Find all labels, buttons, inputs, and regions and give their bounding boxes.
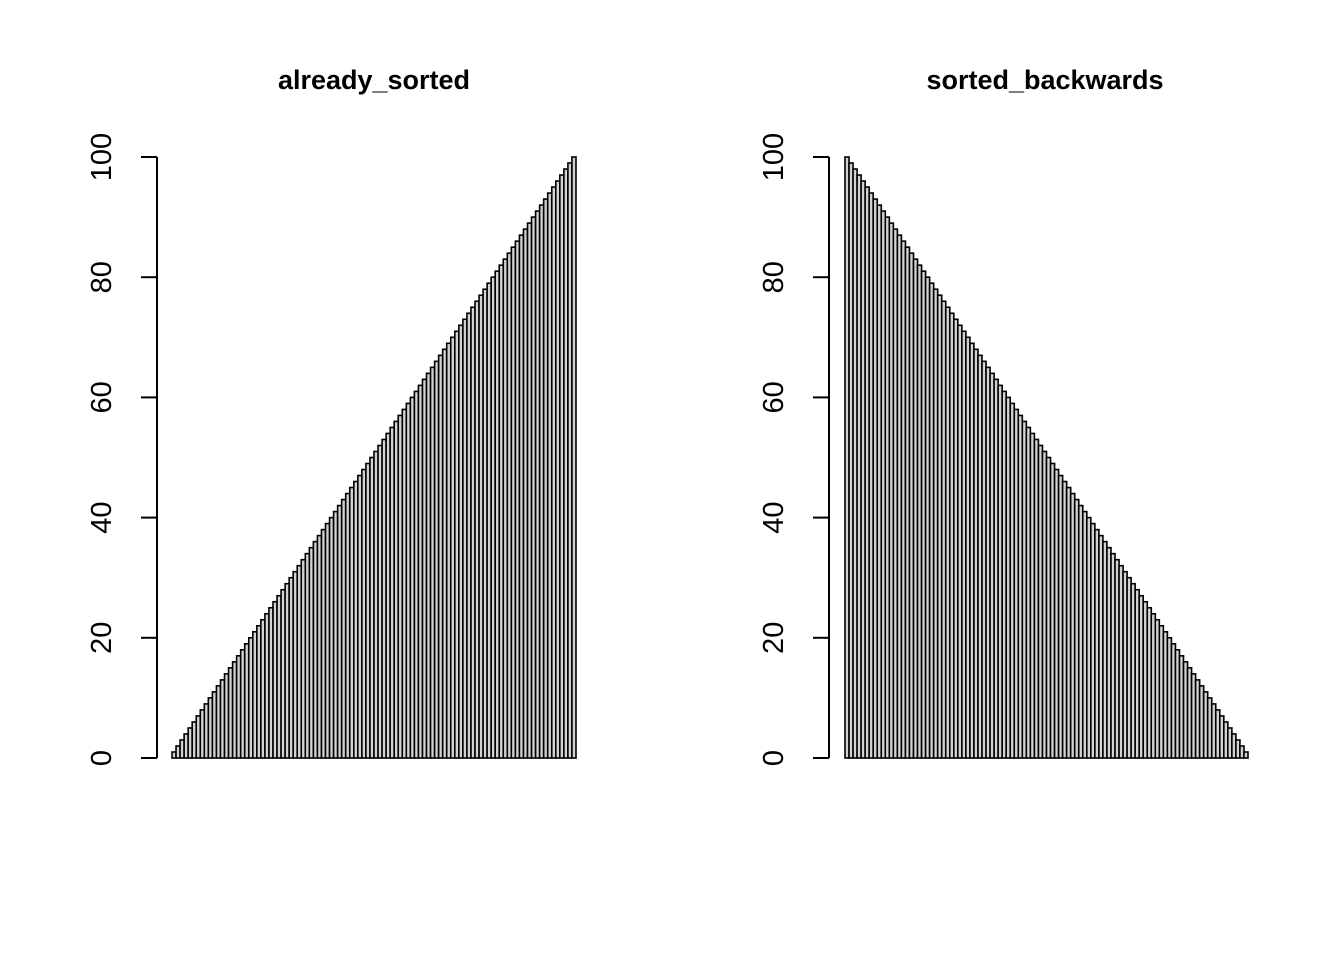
y-tick-label: 20 — [758, 622, 790, 654]
chart-title: already_sorted — [278, 65, 470, 95]
bar-group — [844, 156, 1249, 759]
panel-sorted-backwards: sorted_backwards 0 20 40 60 80 100 — [758, 65, 1249, 766]
bar — [571, 156, 577, 759]
y-tick-label: 60 — [758, 381, 790, 413]
y-tick-label: 40 — [758, 501, 790, 533]
y-tick-label: 20 — [86, 622, 118, 654]
y-tick-label: 40 — [86, 501, 118, 533]
y-tick-label: 100 — [758, 133, 790, 181]
y-tick-label: 80 — [86, 261, 118, 293]
bar-group — [171, 156, 577, 759]
y-tick-label: 60 — [86, 381, 118, 413]
chart-title: sorted_backwards — [926, 65, 1163, 95]
y-tick-label: 0 — [758, 750, 790, 766]
y-tick-label: 100 — [86, 133, 118, 181]
y-axis: 0 20 40 60 80 100 — [758, 133, 830, 766]
y-tick-label: 0 — [86, 750, 118, 766]
y-tick-label: 80 — [758, 261, 790, 293]
panel-already-sorted: already_sorted 0 20 40 60 80 100 — [86, 65, 577, 766]
bar — [1243, 751, 1249, 759]
y-axis: 0 20 40 60 80 100 — [86, 133, 158, 766]
